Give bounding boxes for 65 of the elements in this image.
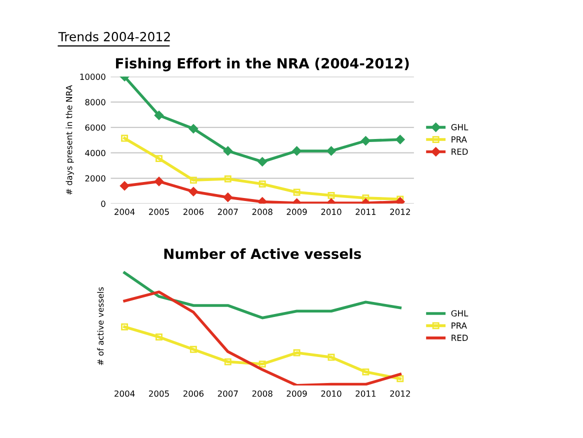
legend-label: GHL (451, 124, 468, 130)
x-tick-label: 2004 (114, 208, 135, 215)
y-tick-label: 4000 (85, 150, 106, 156)
y-tick-label: 8000 (85, 99, 106, 106)
point (188, 124, 198, 134)
point (223, 146, 233, 156)
point (156, 334, 162, 340)
legend-label: PRA (452, 136, 467, 142)
x-tick-label: 2007 (218, 390, 238, 397)
text: Trends 2004-2012 (58, 32, 170, 42)
point (121, 323, 128, 330)
x-tick-label: 2011 (356, 208, 376, 215)
point (362, 194, 370, 202)
y-axis-title: # days present in the NRA (66, 85, 74, 195)
x-tick-label: 2012 (390, 390, 410, 397)
point (154, 176, 164, 186)
y-tick-label: 10000 (80, 74, 106, 80)
point (156, 155, 162, 162)
x-tick-label: 2010 (321, 390, 342, 397)
x-tick-label: 2005 (149, 390, 169, 397)
point (224, 358, 232, 366)
x-tick-label: 2009 (286, 208, 307, 215)
point (120, 181, 130, 191)
point (258, 197, 267, 204)
x-tick-label: 2004 (114, 390, 135, 397)
legend-label: PRA (452, 322, 467, 329)
point (362, 368, 370, 376)
x-tick-label: 2010 (321, 208, 342, 215)
legend-label: RED (452, 148, 468, 155)
y-tick-label: 0 (101, 200, 106, 207)
point (328, 192, 335, 199)
point (223, 192, 233, 202)
legend-label: RED (452, 334, 468, 341)
point (293, 188, 300, 196)
point (396, 375, 404, 382)
legend-label: GHL (451, 310, 468, 316)
point (154, 110, 164, 120)
y-tick-label: 6000 (85, 124, 106, 131)
x-tick-label: 2008 (252, 390, 272, 397)
point (258, 360, 266, 368)
x-tick-label: 2012 (390, 208, 410, 215)
y-tick-label: 2000 (85, 175, 106, 182)
point (293, 349, 300, 356)
point (396, 134, 405, 144)
x-tick-label: 2009 (286, 390, 307, 397)
point (326, 146, 336, 156)
point (361, 136, 370, 146)
point (258, 157, 267, 166)
x-tick-label: 2007 (218, 208, 238, 215)
point (121, 134, 128, 142)
x-tick-label: 2011 (356, 390, 376, 397)
point (190, 176, 197, 184)
point (328, 354, 335, 361)
point (292, 146, 302, 156)
point (258, 180, 266, 188)
x-tick-label: 2006 (183, 390, 204, 397)
x-tick-label: 2006 (183, 208, 204, 215)
point (190, 346, 197, 353)
x-tick-label: 2005 (149, 208, 169, 215)
chart-title: Number of Active vessels (164, 248, 361, 260)
y-axis-title: # of active vessels (97, 287, 104, 366)
point (188, 186, 198, 196)
chart-title: Fishing Effort in the NRA (2004-2012) (116, 58, 409, 72)
point (224, 175, 232, 182)
x-tick-label: 2008 (252, 208, 272, 215)
